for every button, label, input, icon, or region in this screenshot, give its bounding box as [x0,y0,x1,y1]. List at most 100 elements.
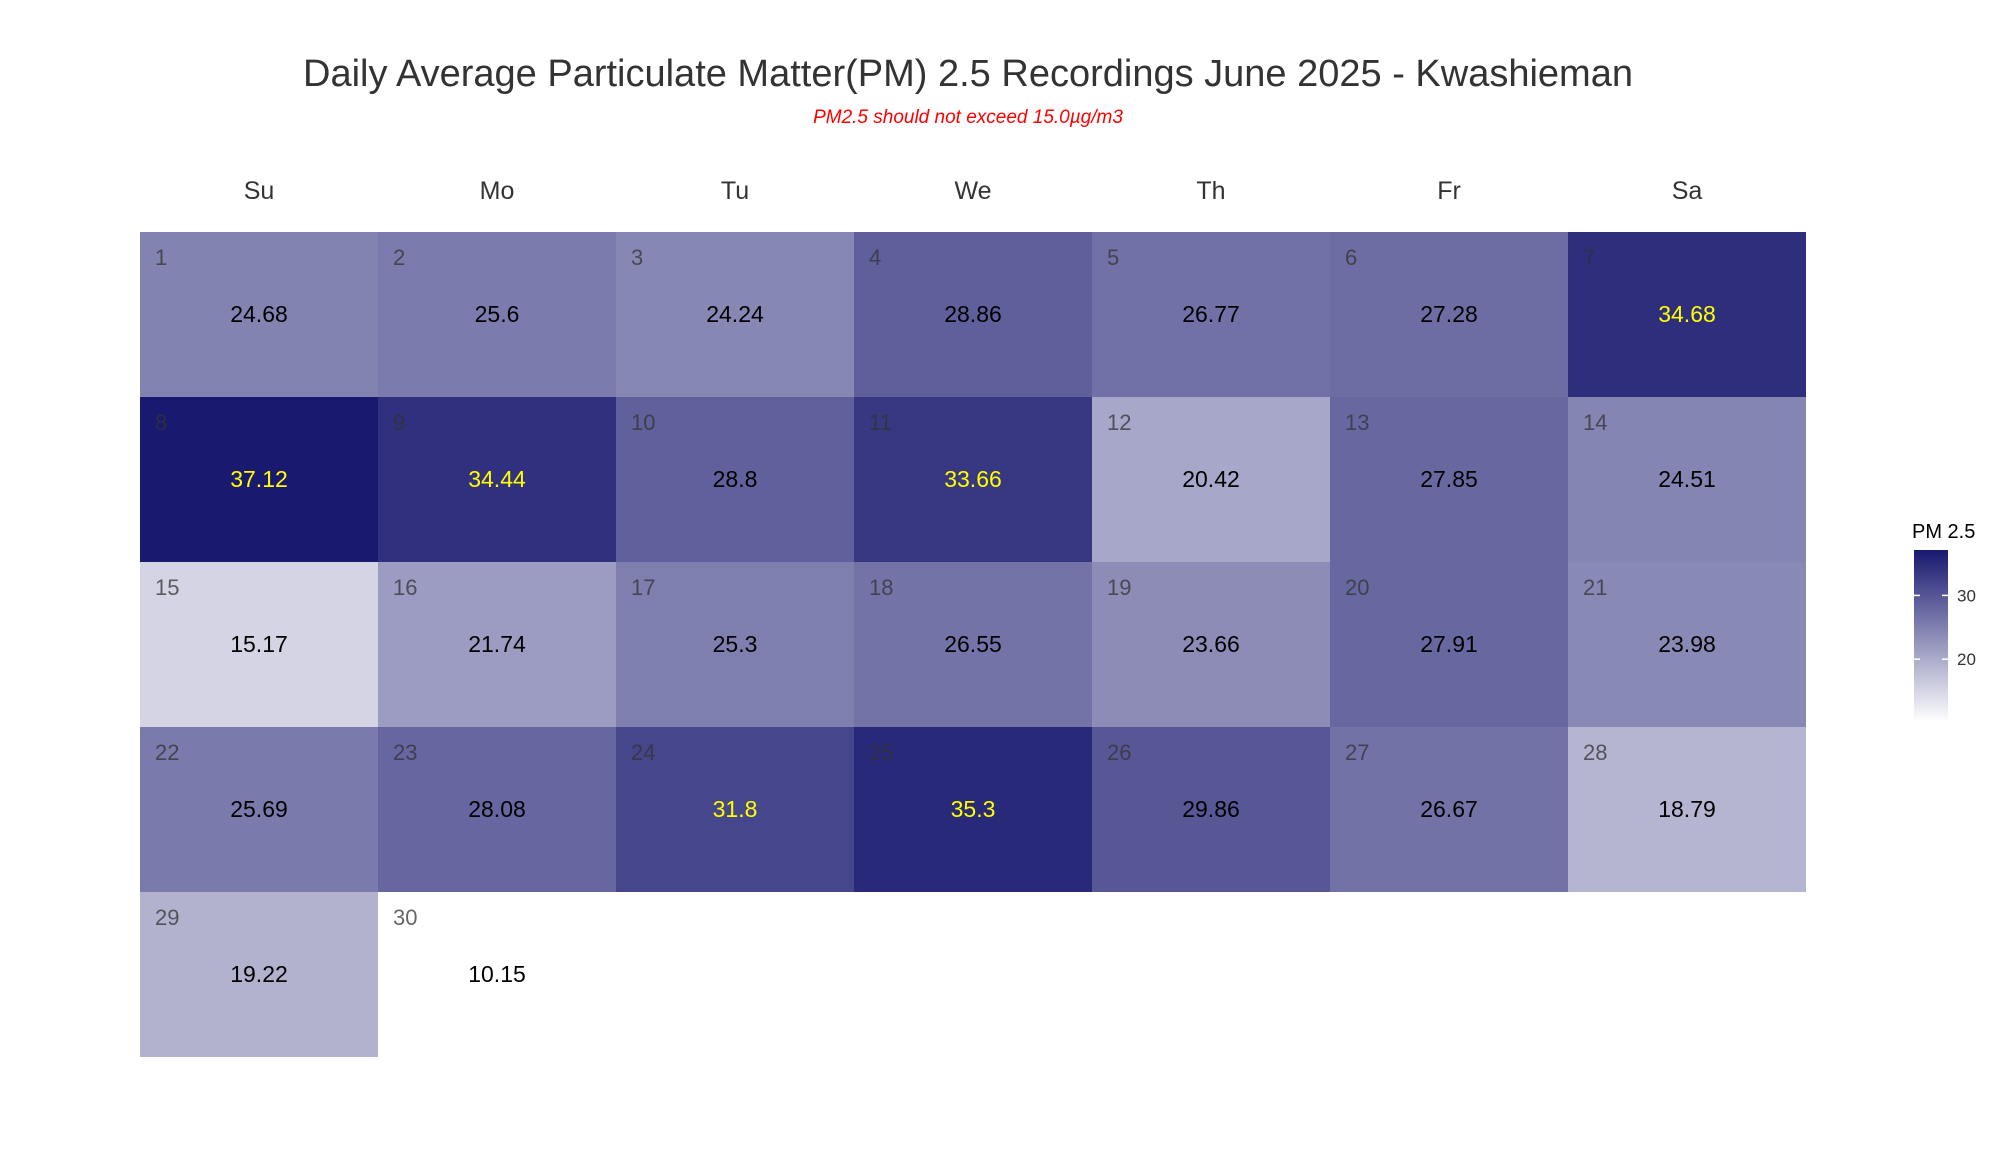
day-number: 25 [869,740,893,765]
day-cell-30: 30 10.15 [378,892,616,1057]
weekday-label-we: We [954,177,991,205]
day-cell-7: 734.68 [1568,232,1806,397]
day-cell-22: 22 25.69 [140,727,378,892]
day-cell-11: 11 33.66 [854,397,1092,562]
day-tile [1330,397,1568,562]
day-value-label: 15.17 [230,631,288,657]
day-cell-2: 225.6 [378,232,616,397]
day-number: 9 [393,410,405,435]
day-value-label: 34.44 [468,466,526,492]
day-tile [616,562,854,727]
day-number: 18 [869,575,893,600]
day-tile [1568,397,1806,562]
day-value-label: 20.42 [1182,466,1240,492]
day-cell-8: 837.12 [140,397,378,562]
legend-tick-label: 20 [1957,650,1976,669]
weekday-label-su: Su [244,177,275,205]
day-cell-1: 124.68 [140,232,378,397]
day-tile [1568,562,1806,727]
day-cell-17: 17 25.3 [616,562,854,727]
day-value-label: 29.86 [1182,796,1240,822]
day-cell-12: 12 20.42 [1092,397,1330,562]
day-number: 12 [1107,410,1131,435]
color-legend: PM 2.5 20 30 [1912,521,1976,722]
day-number: 21 [1583,575,1607,600]
day-tile [140,397,378,562]
day-number: 17 [631,575,655,600]
day-cell-15: 15 15.17 [140,562,378,727]
day-value-label: 23.98 [1658,631,1716,657]
weekday-label-mo: Mo [480,177,515,205]
day-cell-26: 26 29.86 [1092,727,1330,892]
day-cell-14: 14 24.51 [1568,397,1806,562]
day-value-label: 25.6 [475,301,520,327]
day-cell-23: 23 28.08 [378,727,616,892]
day-number: 24 [631,740,655,765]
day-tile [616,727,854,892]
day-tile [140,727,378,892]
day-number: 30 [393,905,417,930]
day-tile [1092,727,1330,892]
day-value-label: 28.86 [944,301,1002,327]
day-number: 19 [1107,575,1131,600]
weekday-header: Su Mo Tu We Th Fr Sa [244,177,1703,205]
day-cell-20: 20 27.91 [1330,562,1568,727]
day-value-label: 21.74 [468,631,526,657]
day-tile [1092,562,1330,727]
day-number: 16 [393,575,417,600]
weekday-label-fr: Fr [1437,177,1461,205]
day-cell-3: 324.24 [616,232,854,397]
day-cell-29: 29 19.22 [140,892,378,1057]
day-number: 4 [869,245,881,270]
day-cell-5: 526.77 [1092,232,1330,397]
day-number: 28 [1583,740,1607,765]
day-number: 20 [1345,575,1369,600]
day-number: 1 [155,245,167,270]
day-value-label: 35.3 [951,796,996,822]
day-cell-16: 16 21.74 [378,562,616,727]
weekday-label-sa: Sa [1672,177,1703,205]
day-value-label: 28.8 [713,466,758,492]
day-tile [616,232,854,397]
day-tile [854,727,1092,892]
day-cell-21: 21 23.98 [1568,562,1806,727]
day-number: 13 [1345,410,1369,435]
day-value-label: 10.15 [468,961,526,987]
day-number: 15 [155,575,179,600]
day-number: 26 [1107,740,1131,765]
day-value-label: 27.91 [1420,631,1478,657]
day-value-label: 24.24 [706,301,764,327]
day-tile [1568,232,1806,397]
weekday-label-tu: Tu [721,177,749,205]
day-tile [854,397,1092,562]
day-tile [1092,232,1330,397]
day-tile [854,232,1092,397]
day-tile [140,232,378,397]
day-number: 29 [155,905,179,930]
day-value-label: 25.3 [713,631,758,657]
day-value-label: 26.67 [1420,796,1478,822]
day-number: 10 [631,410,655,435]
day-tile [1092,397,1330,562]
day-tile [140,562,378,727]
day-value-label: 31.8 [713,796,758,822]
day-tile [140,892,378,1057]
day-cell-13: 13 27.85 [1330,397,1568,562]
day-value-label: 27.28 [1420,301,1478,327]
day-cell-9: 934.44 [378,397,616,562]
day-number: 27 [1345,740,1369,765]
day-number: 3 [631,245,643,270]
day-tile [1330,562,1568,727]
day-value-label: 23.66 [1182,631,1240,657]
day-value-label: 34.68 [1658,301,1716,327]
day-cell-27: 27 26.67 [1330,727,1568,892]
day-cell-18: 18 26.55 [854,562,1092,727]
day-value-label: 26.55 [944,631,1002,657]
calendar-grid: 124.68225.6324.24428.86526.77627.28734.6… [140,232,1806,1057]
day-value-label: 28.08 [468,796,526,822]
day-cell-19: 19 23.66 [1092,562,1330,727]
day-tile [1330,232,1568,397]
day-value-label: 25.69 [230,796,288,822]
day-cell-6: 627.28 [1330,232,1568,397]
